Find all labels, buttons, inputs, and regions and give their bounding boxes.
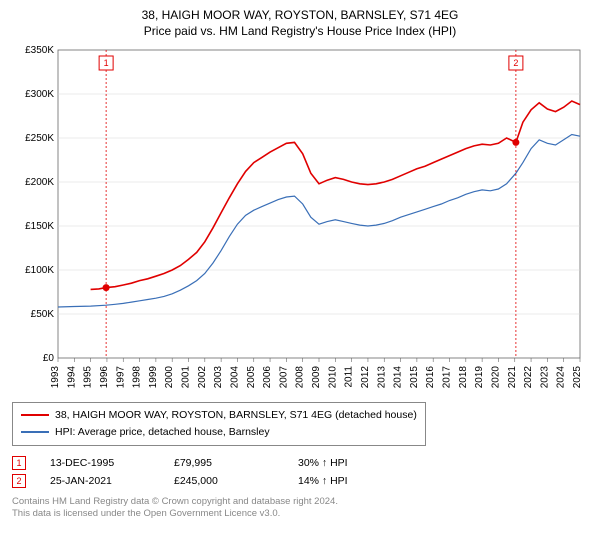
svg-text:£0: £0: [43, 353, 55, 364]
svg-text:1993: 1993: [50, 366, 61, 389]
svg-text:2020: 2020: [490, 366, 501, 389]
sale-date-2: 25-JAN-2021: [50, 475, 150, 487]
svg-text:£200K: £200K: [25, 177, 54, 188]
svg-text:2012: 2012: [360, 366, 371, 389]
svg-text:2007: 2007: [278, 366, 289, 389]
svg-text:2016: 2016: [425, 366, 436, 389]
svg-text:£50K: £50K: [31, 309, 55, 320]
svg-text:2017: 2017: [442, 366, 453, 389]
svg-text:2018: 2018: [458, 366, 469, 389]
svg-text:£300K: £300K: [25, 89, 54, 100]
svg-text:2021: 2021: [507, 366, 518, 389]
svg-text:1994: 1994: [66, 366, 77, 389]
sales-table: 1 13-DEC-1995 £79,995 30% ↑ HPI 2 25-JAN…: [12, 456, 588, 488]
legend-row-property: 38, HAIGH MOOR WAY, ROYSTON, BARNSLEY, S…: [21, 407, 417, 424]
legend-row-hpi: HPI: Average price, detached house, Barn…: [21, 424, 417, 441]
svg-text:2004: 2004: [229, 366, 240, 389]
svg-text:2013: 2013: [376, 366, 387, 389]
sale-hpi-1: 30% ↑ HPI: [298, 457, 398, 469]
svg-text:1995: 1995: [83, 366, 94, 389]
svg-text:1998: 1998: [132, 366, 143, 389]
sale-marker-2: 2: [12, 474, 26, 488]
svg-text:2000: 2000: [164, 366, 175, 389]
chart-area: £0 £50K £100K £150K £200K £250K £300K £350K 1993…: [12, 44, 588, 392]
svg-text:2025: 2025: [572, 366, 583, 389]
svg-text:2011: 2011: [344, 366, 355, 388]
svg-text:£150K: £150K: [25, 221, 54, 232]
svg-text:2001: 2001: [181, 366, 192, 389]
sale-hpi-2: 14% ↑ HPI: [298, 475, 398, 487]
chart-title: 38, HAIGH MOOR WAY, ROYSTON, BARNSLEY, S…: [12, 8, 588, 22]
svg-text:2: 2: [513, 58, 518, 68]
svg-text:£100K: £100K: [25, 265, 54, 276]
svg-text:2022: 2022: [523, 366, 534, 389]
svg-text:2006: 2006: [262, 366, 273, 389]
svg-text:2009: 2009: [311, 366, 322, 389]
price-chart-svg: £0 £50K £100K £150K £200K £250K £300K £350K 1993…: [12, 44, 588, 392]
svg-text:2003: 2003: [213, 366, 224, 389]
svg-text:£350K: £350K: [25, 45, 54, 56]
sale-row-1: 1 13-DEC-1995 £79,995 30% ↑ HPI: [12, 456, 588, 470]
sale-date-1: 13-DEC-1995: [50, 457, 150, 469]
svg-text:1996: 1996: [99, 366, 110, 389]
sale-price-1: £79,995: [174, 457, 274, 469]
sale-row-2: 2 25-JAN-2021 £245,000 14% ↑ HPI: [12, 474, 588, 488]
chart-subtitle: Price paid vs. HM Land Registry's House …: [12, 24, 588, 38]
svg-text:2005: 2005: [246, 366, 257, 389]
svg-text:2023: 2023: [539, 366, 550, 389]
svg-text:2019: 2019: [474, 366, 485, 389]
svg-text:1997: 1997: [115, 366, 126, 389]
svg-text:2010: 2010: [327, 366, 338, 389]
legend: 38, HAIGH MOOR WAY, ROYSTON, BARNSLEY, S…: [12, 402, 426, 446]
svg-text:£250K: £250K: [25, 133, 54, 144]
legend-label-hpi: HPI: Average price, detached house, Barn…: [55, 424, 270, 441]
svg-text:2008: 2008: [295, 366, 306, 389]
footer-attribution: Contains HM Land Registry data © Crown c…: [12, 496, 588, 521]
svg-text:1999: 1999: [148, 366, 159, 389]
svg-text:2002: 2002: [197, 366, 208, 389]
sale-price-2: £245,000: [174, 475, 274, 487]
svg-text:1: 1: [104, 58, 109, 68]
sale-marker-1: 1: [12, 456, 26, 470]
svg-text:2024: 2024: [556, 366, 567, 389]
svg-text:2014: 2014: [393, 366, 404, 389]
svg-text:2015: 2015: [409, 366, 420, 389]
legend-label-property: 38, HAIGH MOOR WAY, ROYSTON, BARNSLEY, S…: [55, 407, 417, 424]
